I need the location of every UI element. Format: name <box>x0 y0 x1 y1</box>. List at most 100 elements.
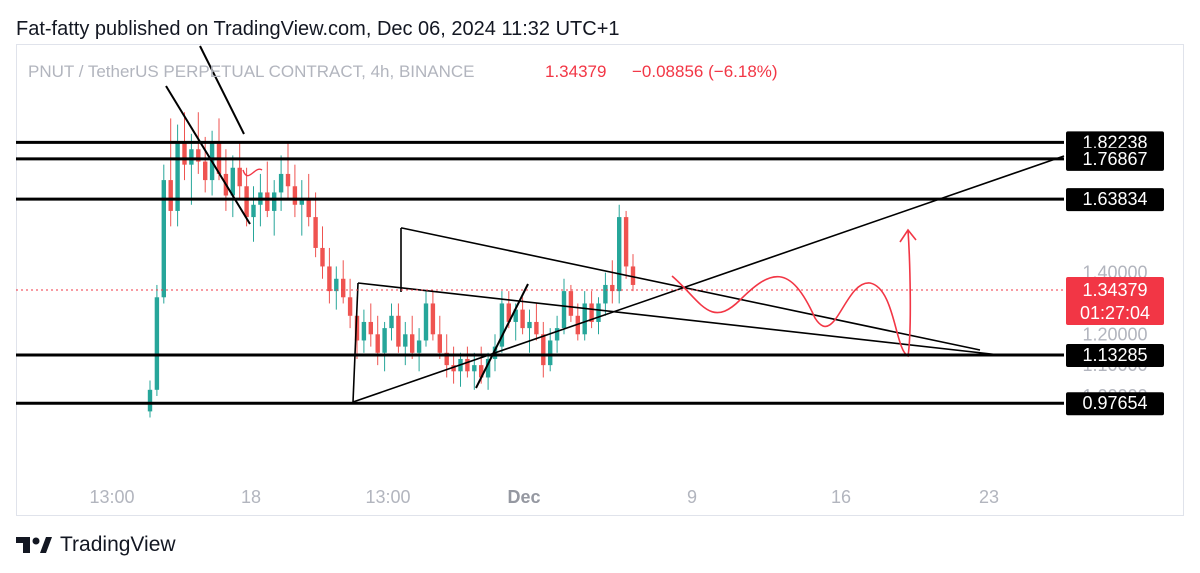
candle-body <box>341 278 346 298</box>
candle <box>430 291 436 341</box>
candle <box>485 352 491 390</box>
candle <box>410 315 415 359</box>
candle <box>341 260 346 304</box>
candle-body <box>506 303 511 322</box>
candle-body <box>161 180 166 298</box>
footer-branding[interactable]: TradingView <box>16 532 176 558</box>
candle-body <box>175 143 180 211</box>
candle <box>168 118 173 227</box>
candle <box>147 380 153 418</box>
candle-body <box>272 192 277 211</box>
candle-body <box>589 303 594 322</box>
legend-symbol: PNUT / TetherUS PERPETUAL CONTRACT, 4h, … <box>28 62 475 81</box>
candle-body <box>347 297 353 316</box>
descending-trendline-left <box>165 85 251 225</box>
candle <box>603 272 608 316</box>
level-label: 1.82238 <box>1082 132 1147 152</box>
candle-body <box>320 247 325 267</box>
candle-body <box>430 303 436 335</box>
candle-body <box>389 315 394 329</box>
candle-body <box>630 266 636 285</box>
level-label-box <box>1066 392 1164 416</box>
candle <box>499 291 505 353</box>
candle <box>630 254 636 292</box>
candle-body <box>548 340 553 366</box>
candle <box>375 315 380 366</box>
time-tick-label: 13:00 <box>89 487 134 507</box>
candle <box>278 155 284 211</box>
candle-body <box>513 309 518 322</box>
candle <box>368 303 373 347</box>
time-tick-label: 16 <box>831 487 851 507</box>
candle-body <box>465 358 470 372</box>
candle-body <box>313 217 318 248</box>
publish-header: Fat-fatty published on TradingView.com, … <box>16 18 620 40</box>
candle-body <box>375 334 380 353</box>
candle-body <box>182 143 187 165</box>
candle <box>403 321 408 366</box>
candle <box>361 309 367 353</box>
candle-body <box>444 352 449 366</box>
candle <box>285 143 291 199</box>
level-label: 0.97654 <box>1082 393 1147 413</box>
mini-projection <box>242 168 263 177</box>
candle <box>575 303 580 341</box>
candle <box>265 161 270 218</box>
wedge-upper-line <box>357 282 1001 356</box>
candle-body <box>423 303 429 341</box>
candle-body <box>306 198 311 218</box>
drawings-layer <box>165 45 1065 403</box>
candle-body <box>527 321 532 329</box>
candle-body <box>334 278 339 292</box>
candle-body <box>603 284 608 304</box>
candle-body <box>189 149 194 165</box>
candle <box>610 260 615 304</box>
candle-body <box>437 334 442 353</box>
candle <box>396 303 401 353</box>
descending-trendline-left-2 <box>199 45 245 135</box>
candle <box>299 180 304 236</box>
candle <box>416 328 422 372</box>
candle <box>237 143 242 199</box>
candle-body <box>561 291 567 329</box>
candle-body <box>472 365 477 372</box>
candle-body <box>237 167 242 187</box>
candle-body <box>479 365 484 378</box>
time-axis: 13:00 18 13:00 Dec 9 16 23 <box>89 487 999 507</box>
candle-body <box>251 204 256 218</box>
candle-body <box>499 303 505 347</box>
candle-body <box>485 358 491 378</box>
candle <box>175 124 180 227</box>
candle <box>389 303 394 341</box>
candle-body <box>285 173 291 187</box>
projection-arrow-head <box>899 228 917 243</box>
candle <box>292 164 298 218</box>
candle <box>458 352 463 387</box>
candle <box>327 247 332 304</box>
candle-body <box>278 173 284 193</box>
candle-body <box>299 198 304 205</box>
candle-body <box>610 284 615 292</box>
current-price-label-box <box>1066 276 1164 325</box>
candle <box>617 204 622 304</box>
candle <box>382 321 387 372</box>
candle-body <box>396 315 401 347</box>
candle <box>554 315 560 353</box>
candle <box>347 278 353 329</box>
triangle-upper <box>401 227 981 351</box>
candle-body <box>554 328 560 341</box>
candle-body <box>416 340 422 353</box>
flag-pole-line <box>475 283 529 389</box>
chart-frame <box>16 44 1184 516</box>
candle <box>582 291 587 341</box>
candle-body <box>154 297 160 390</box>
candle <box>451 346 456 384</box>
rising-trendline <box>352 155 1065 403</box>
candle <box>437 315 442 359</box>
wedge-left-edge <box>352 282 359 403</box>
candle-body <box>520 309 525 329</box>
candle <box>534 303 539 341</box>
candle-body <box>354 315 360 341</box>
